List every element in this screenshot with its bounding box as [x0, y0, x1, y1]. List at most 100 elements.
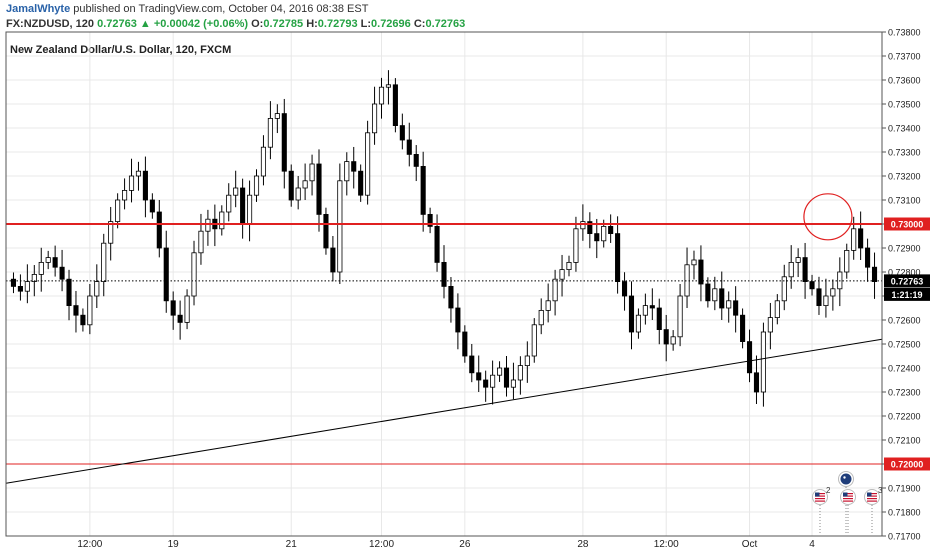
flag-stripe: [867, 498, 877, 500]
candle-body: [712, 288, 718, 302]
x-tick-label: 12:00: [654, 539, 679, 550]
candle: [156, 200, 162, 258]
candle: [295, 176, 301, 210]
candle: [663, 314, 669, 362]
candle-body: [260, 146, 267, 177]
highlight-circle: [803, 193, 853, 241]
candle-body: [510, 379, 516, 388]
candle: [469, 344, 475, 383]
candle: [38, 247, 44, 292]
candle: [108, 206, 114, 261]
candle-body: [427, 213, 433, 227]
candle-body: [483, 379, 489, 388]
candle: [615, 216, 621, 294]
resistance-price-label-bg: [884, 217, 930, 231]
candle-body: [767, 317, 773, 333]
candle: [642, 293, 648, 325]
candle: [399, 113, 405, 150]
flag-stripe: [843, 495, 853, 497]
candle: [503, 356, 510, 397]
candle-body: [142, 170, 148, 201]
y-tick-label: 0.73500: [888, 100, 921, 110]
candle-body: [115, 199, 121, 223]
flag-stripe: [815, 498, 825, 500]
up-arrow-icon: ▲: [139, 18, 151, 30]
candle-body: [566, 261, 572, 270]
candle-body: [746, 341, 753, 374]
candle: [705, 277, 711, 308]
candle: [483, 370, 489, 402]
candle-body: [94, 281, 100, 297]
last-price-label: 0.72763: [884, 274, 930, 288]
candle-body: [281, 113, 287, 172]
candle: [233, 170, 239, 208]
candle-body: [809, 281, 815, 290]
candle-body: [198, 230, 204, 254]
candle: [260, 135, 267, 186]
event-flag-us[interactable]: 3: [864, 486, 884, 534]
candle-body: [31, 273, 37, 282]
candle: [684, 247, 690, 308]
event-flag-us[interactable]: 2: [812, 486, 832, 534]
candle: [788, 245, 794, 289]
candle: [288, 164, 294, 207]
candle-body: [87, 295, 93, 326]
x-tick-label: 28: [577, 539, 589, 550]
candle: [587, 212, 593, 249]
candle: [726, 291, 732, 323]
author-link[interactable]: JamalWhyte: [6, 3, 71, 15]
support-price-label: 0.72000: [884, 457, 930, 471]
open-value: 0.72785: [263, 18, 304, 30]
resistance-price-label: 0.73000: [884, 217, 930, 231]
candle: [476, 355, 482, 392]
y-tick-label: 0.73700: [888, 52, 921, 62]
candle-body: [295, 187, 301, 201]
event-flag-au[interactable]: [838, 471, 854, 535]
candle-body: [80, 314, 86, 326]
candle-body: [677, 295, 683, 338]
candle-body: [108, 221, 114, 244]
candle: [844, 243, 850, 279]
candle-body: [288, 170, 294, 201]
y-tick-label: 0.72400: [888, 364, 921, 374]
candle-body: [649, 305, 655, 309]
candle-body: [552, 278, 558, 302]
candle: [330, 236, 336, 282]
candle-body: [344, 161, 350, 182]
x-tick-label: 21: [286, 539, 298, 550]
candle-body: [59, 266, 65, 280]
candle: [490, 360, 496, 405]
candle-body: [226, 194, 232, 213]
candle-body: [545, 300, 551, 311]
candle: [608, 214, 614, 243]
candle-body: [559, 269, 565, 280]
candles: [10, 70, 878, 407]
support-price-label-text: 0.72000: [891, 460, 924, 470]
flag-stripe: [867, 495, 877, 497]
candle-body: [378, 86, 385, 105]
candle: [552, 269, 558, 316]
resistance-price-label-text: 0.73000: [891, 220, 924, 230]
candle-body: [788, 261, 794, 278]
candle-body: [267, 118, 273, 148]
candle-body: [52, 257, 58, 268]
event-flag-us[interactable]: [840, 489, 856, 535]
candle: [10, 272, 17, 294]
candle: [455, 293, 461, 350]
flag-stripe: [843, 500, 853, 502]
candle-body: [45, 257, 51, 263]
candle-body: [330, 247, 336, 273]
candle-body: [469, 355, 475, 374]
candle-body: [184, 295, 190, 323]
candle-body: [323, 213, 329, 249]
candle: [316, 149, 322, 232]
low-value: 0.72696: [371, 18, 411, 30]
candle-body: [670, 336, 676, 345]
candle: [115, 193, 121, 229]
y-tick-label: 0.72800: [888, 268, 921, 278]
candle-body: [615, 233, 621, 283]
price-change: +0.00042 (+0.06%): [153, 18, 249, 30]
candle-body: [191, 252, 197, 297]
candle: [580, 204, 586, 241]
